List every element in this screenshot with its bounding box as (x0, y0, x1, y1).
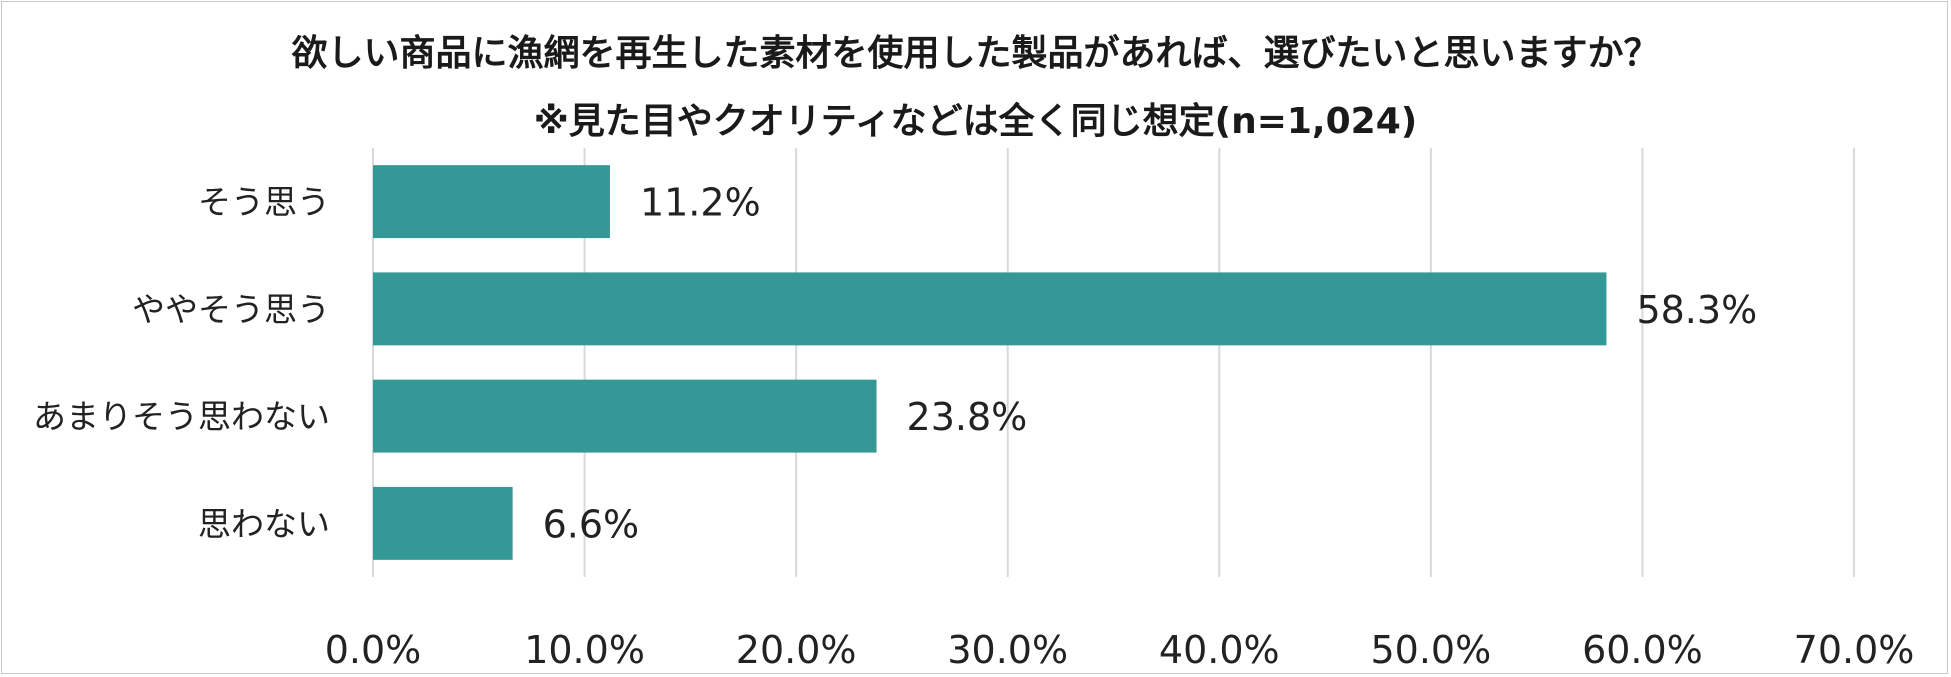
bars (373, 165, 1607, 560)
bar-1 (373, 272, 1607, 346)
data-label-3: 6.6% (543, 502, 640, 546)
category-label-2: あまりそう思わない (33, 397, 330, 436)
x-tick-label-0: 0.0% (325, 628, 422, 672)
x-tick-label-5: 50.0% (1370, 628, 1491, 672)
category-label-3: 思わない (198, 504, 330, 543)
bar-3 (373, 486, 513, 560)
data-label-2: 23.8% (907, 395, 1028, 439)
category-label-1: ややそう思う (132, 290, 330, 329)
chart-title: 欲しい商品に漁網を再生した素材を使用した製品があれば、選びたいと思いますか？ (291, 33, 1660, 74)
x-tick-label-4: 40.0% (1159, 628, 1280, 672)
bar-2 (373, 379, 877, 453)
x-tick-label-2: 20.0% (736, 628, 857, 672)
x-tick-label-1: 10.0% (524, 628, 645, 672)
chart-subtitle: ※見た目やクオリティなどは全く同じ想定(n=1,024) (533, 101, 1418, 142)
x-tick-label-6: 60.0% (1582, 628, 1703, 672)
x-axis-tick-labels: 0.0% 10.0% 20.0% 30.0% 40.0% 50.0% 60.0% 70.0% (325, 628, 1915, 672)
bar-0 (373, 165, 610, 239)
data-label-0: 11.2% (640, 181, 761, 225)
x-tick-label-3: 30.0% (947, 628, 1068, 672)
category-label-0: そう思う (198, 183, 330, 222)
x-tick-label-7: 70.0% (1794, 628, 1915, 672)
data-labels: 11.2% 58.3% 23.8% 6.6% (543, 181, 1758, 547)
data-label-1: 58.3% (1636, 288, 1757, 332)
